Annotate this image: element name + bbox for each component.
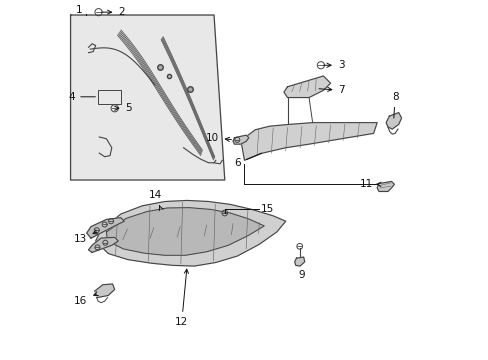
Text: 5: 5 <box>114 103 132 113</box>
Bar <box>98 90 121 104</box>
Text: 1: 1 <box>75 5 82 15</box>
Polygon shape <box>241 123 376 160</box>
Text: 10: 10 <box>205 133 231 143</box>
Text: 12: 12 <box>175 269 188 327</box>
Polygon shape <box>233 135 248 144</box>
Polygon shape <box>94 284 115 298</box>
Polygon shape <box>284 76 330 98</box>
Text: 9: 9 <box>298 270 305 280</box>
Polygon shape <box>106 208 264 255</box>
Text: 15: 15 <box>260 204 273 215</box>
Polygon shape <box>294 257 304 266</box>
Text: 4: 4 <box>68 92 95 102</box>
Text: 8: 8 <box>391 92 398 118</box>
Text: 11: 11 <box>359 179 380 189</box>
Polygon shape <box>86 218 124 238</box>
Text: 3: 3 <box>323 60 344 70</box>
Polygon shape <box>376 181 394 192</box>
Text: 6: 6 <box>234 153 261 168</box>
Text: 2: 2 <box>101 7 124 17</box>
Polygon shape <box>386 113 401 129</box>
Text: 16: 16 <box>74 292 98 306</box>
Polygon shape <box>88 237 118 252</box>
Polygon shape <box>70 15 224 180</box>
Text: 14: 14 <box>148 190 163 211</box>
Text: 13: 13 <box>73 230 98 244</box>
Text: 7: 7 <box>318 85 345 95</box>
Polygon shape <box>96 201 285 266</box>
